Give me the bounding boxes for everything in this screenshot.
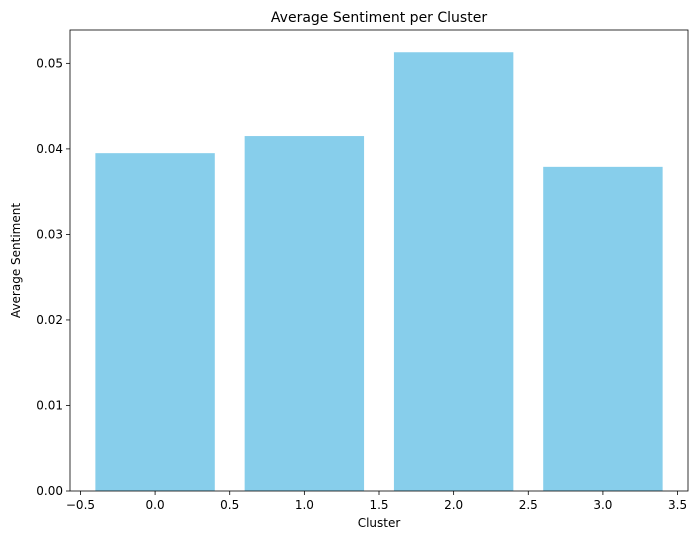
x-tick-label: 0.0 (146, 498, 165, 512)
x-tick-label: 3.0 (593, 498, 612, 512)
x-tick-label: 2.5 (519, 498, 538, 512)
y-tick-label: 0.02 (36, 313, 63, 327)
y-tick-label: 0.00 (36, 484, 63, 498)
x-tick-label: 1.5 (369, 498, 388, 512)
plot-frame (69, 29, 689, 492)
bar-cluster-2 (393, 52, 514, 491)
y-tick-label: 0.03 (36, 227, 63, 241)
x-tick-label: 3.5 (668, 498, 687, 512)
x-tick-label: 1.0 (295, 498, 314, 512)
y-axis-label: Average Sentiment (9, 203, 23, 318)
bar-cluster-1 (244, 136, 365, 491)
chart-title: Average Sentiment per Cluster (271, 10, 487, 26)
x-tick-label: 0.5 (220, 498, 239, 512)
x-tick-label: 2.0 (444, 498, 463, 512)
x-axis-label: Cluster (358, 516, 401, 530)
y-tick-label: 0.05 (36, 56, 63, 70)
y-tick-label: 0.04 (36, 142, 63, 156)
y-axis-ticks: 0.00 0.01 0.02 0.03 0.04 0.05 (36, 56, 70, 498)
bar-cluster-0 (95, 153, 215, 491)
y-tick-label: 0.01 (36, 398, 63, 412)
bars-group (95, 52, 663, 491)
x-axis-ticks: −0.5 0.0 0.5 1.0 1.5 2.0 2.5 3.0 3.5 (66, 491, 687, 512)
bar-cluster-3 (543, 166, 663, 491)
x-tick-label: −0.5 (66, 498, 95, 512)
